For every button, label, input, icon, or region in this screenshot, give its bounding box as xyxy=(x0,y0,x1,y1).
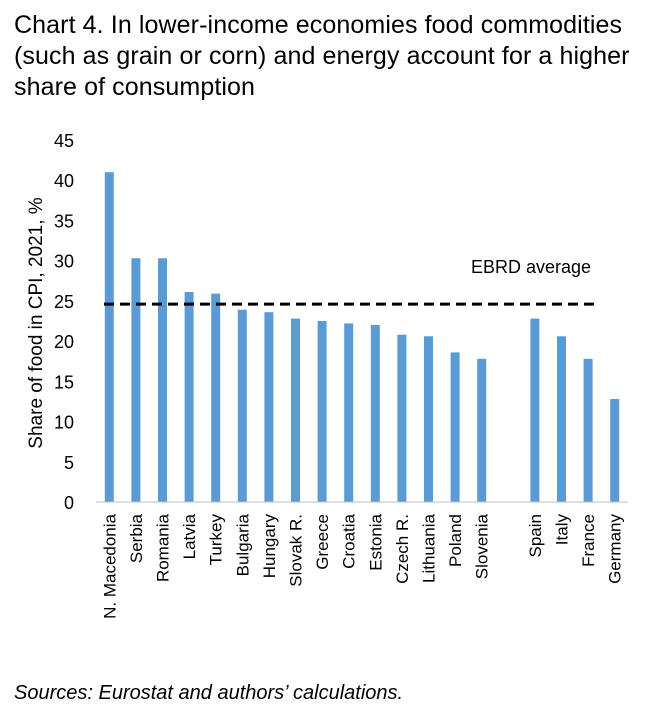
bar xyxy=(344,323,354,502)
x-tick-label: Romania xyxy=(154,513,173,582)
y-tick-label: 20 xyxy=(54,332,74,352)
y-tick-label: 10 xyxy=(54,413,74,433)
y-tick-label: 30 xyxy=(54,252,74,272)
ebrd-average-label: EBRD average xyxy=(471,257,591,277)
x-tick-label: Bulgaria xyxy=(233,513,252,576)
bar xyxy=(237,309,247,502)
x-tick-label: Czech R. xyxy=(393,514,412,584)
x-tick-label: Estonia xyxy=(366,513,385,570)
bar xyxy=(184,292,194,502)
x-tick-label: Slovenia xyxy=(473,513,492,579)
x-tick-label: N. Macedonia xyxy=(100,513,119,618)
bar xyxy=(104,172,114,502)
y-tick-label: 5 xyxy=(64,453,74,473)
y-tick-label: 35 xyxy=(54,211,74,231)
bar xyxy=(211,293,221,502)
bar xyxy=(450,352,460,502)
bar xyxy=(557,336,566,502)
x-tick-label: Germany xyxy=(606,514,625,584)
chart-title: Chart 4. In lower-income economies food … xyxy=(14,11,630,101)
source-note: Sources: Eurostat and authors’ calculati… xyxy=(14,682,404,704)
bar xyxy=(424,336,433,502)
x-tick-label: Poland xyxy=(446,514,465,567)
x-tick-label: Serbia xyxy=(127,513,146,563)
bar xyxy=(477,358,487,502)
bar xyxy=(397,334,407,502)
x-tick-label: Italy xyxy=(553,514,572,546)
x-tick-label: Lithuania xyxy=(420,513,439,583)
y-tick-label: 40 xyxy=(54,171,74,191)
x-tick-label: Spain xyxy=(526,514,545,557)
bar xyxy=(370,325,380,502)
bar xyxy=(317,321,327,502)
x-tick-label: Latvia xyxy=(180,513,199,559)
x-tick-label: Turkey xyxy=(207,514,226,566)
x-tick-label: France xyxy=(579,514,598,567)
bar xyxy=(610,399,620,502)
bar xyxy=(291,318,300,502)
y-tick-label: 0 xyxy=(64,493,74,513)
x-tick-label: Croatia xyxy=(340,513,359,568)
bar xyxy=(264,312,274,502)
x-tick-label: Greece xyxy=(313,514,332,570)
bar xyxy=(131,258,141,502)
bar xyxy=(158,258,167,502)
y-tick-label: 15 xyxy=(54,372,74,392)
y-axis-title: Share of food in CPI, 2021, % xyxy=(26,197,47,448)
bar xyxy=(583,358,593,502)
y-tick-label: 25 xyxy=(54,292,74,312)
x-tick-label: Slovak R. xyxy=(287,514,306,587)
x-tick-label: Hungary xyxy=(260,514,279,579)
y-tick-label: 45 xyxy=(54,131,74,151)
bar xyxy=(530,318,540,502)
